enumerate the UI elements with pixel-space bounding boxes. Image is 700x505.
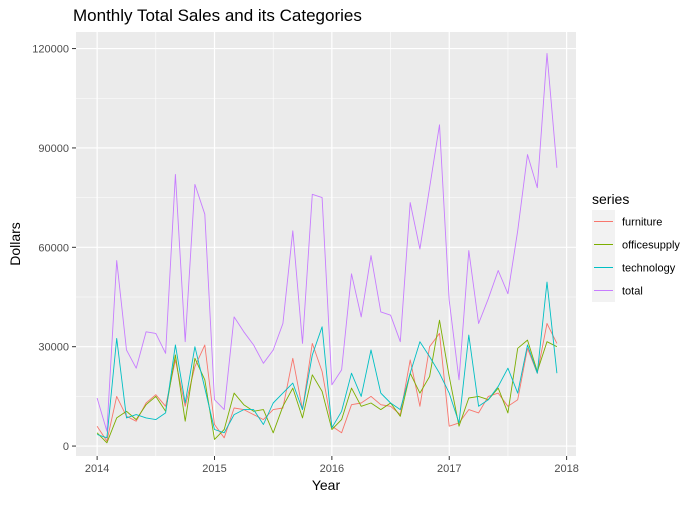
legend-label-furniture: furniture xyxy=(622,217,662,229)
x-tick-label: 2016 xyxy=(320,463,344,475)
y-tick-label: 30000 xyxy=(38,342,69,354)
y-tick-label: 0 xyxy=(63,441,69,453)
y-tick-label: 120000 xyxy=(32,44,69,56)
x-axis-title: Year xyxy=(312,477,341,493)
x-tick-label: 2014 xyxy=(85,463,109,475)
y-tick-label: 90000 xyxy=(38,143,69,155)
legend-label-technology: technology xyxy=(622,263,676,275)
x-tick-label: 2015 xyxy=(202,463,226,475)
series-line-total xyxy=(96,53,558,432)
legend-label-officesupply: officesupply xyxy=(622,240,680,252)
y-axis-title: Dollars xyxy=(7,222,23,266)
series-line-officesupply xyxy=(96,319,558,444)
series-line-furniture xyxy=(96,323,558,442)
x-tick-label: 2017 xyxy=(437,463,461,475)
legend-label-total: total xyxy=(622,286,643,298)
plot-panel xyxy=(76,32,576,456)
y-tick-label: 60000 xyxy=(38,242,69,254)
chart-title: Monthly Total Sales and its Categories xyxy=(73,6,362,25)
x-tick-label: 2018 xyxy=(554,463,578,475)
legend-title: series xyxy=(592,191,629,207)
series-line-technology xyxy=(96,281,558,439)
